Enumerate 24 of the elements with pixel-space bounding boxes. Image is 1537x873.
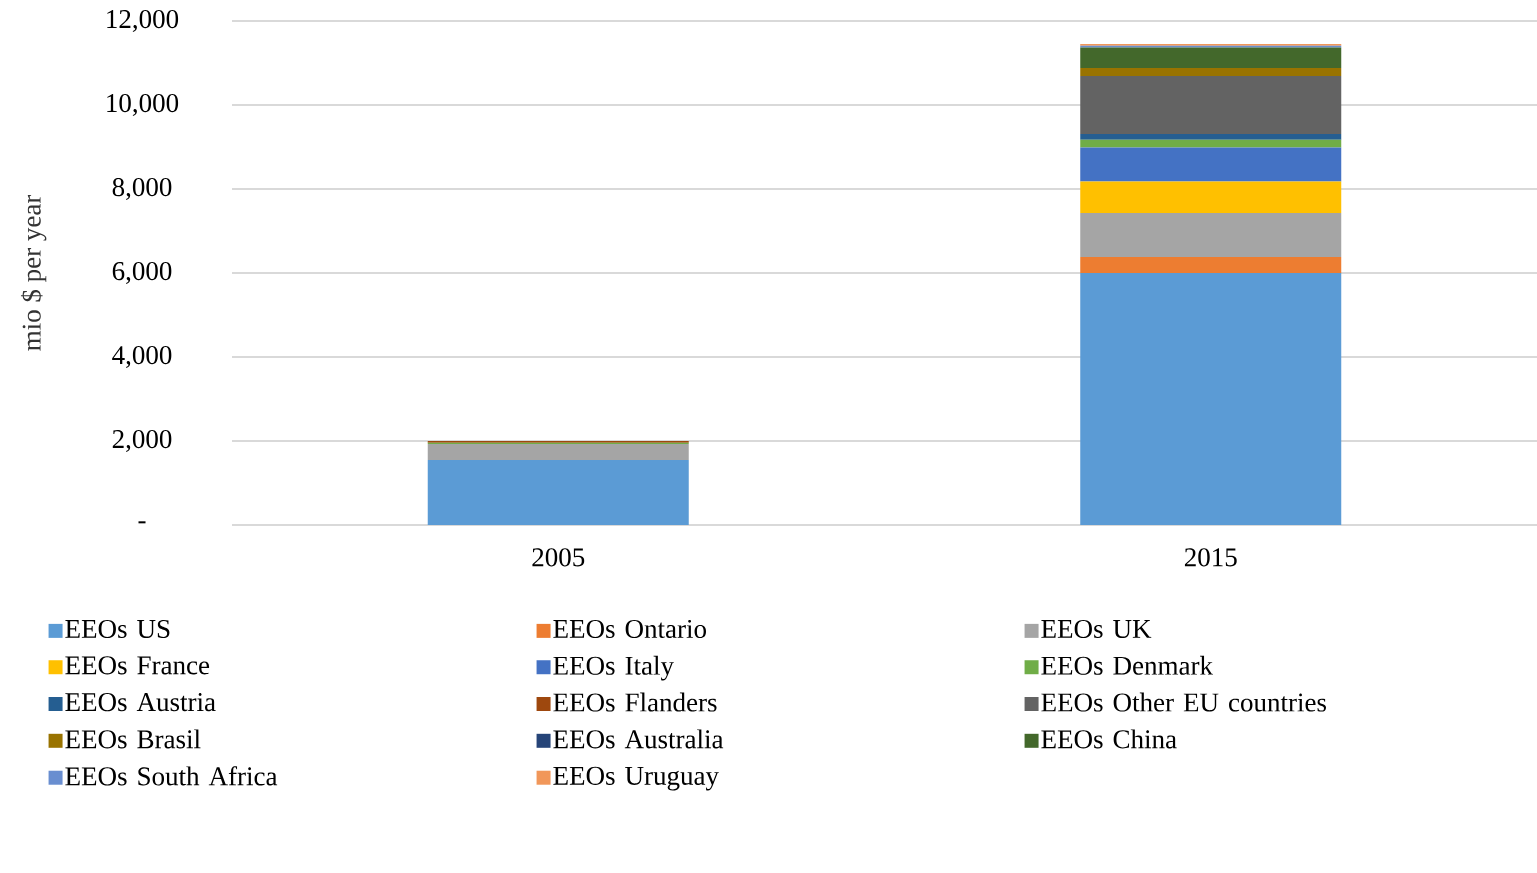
legend-label: EEOs France bbox=[65, 656, 210, 675]
y-tick-label: 12,000 bbox=[107, 9, 179, 33]
y-tick-label: - bbox=[138, 521, 146, 524]
y-tick-label: 6,000 bbox=[112, 261, 172, 285]
y-axis-title: mio $ per year bbox=[20, 194, 47, 351]
legend-label: EEOs UK bbox=[1041, 619, 1152, 639]
legend-label: EEOs Other EU countries bbox=[1041, 692, 1327, 712]
y-tick-label: 10,000 bbox=[107, 93, 179, 117]
x-tick-label: 2015 bbox=[1184, 548, 1237, 567]
legend-label: EEOs Uruguay bbox=[553, 766, 719, 791]
legend-label: EEOs Flanders bbox=[553, 692, 717, 712]
x-tick-label: 2005 bbox=[532, 548, 585, 567]
legend-label: EEOs China bbox=[1041, 729, 1177, 749]
legend-label: EEOs Austria bbox=[65, 693, 216, 712]
legend-label: EEOs South Africa bbox=[65, 766, 278, 786]
legend-label: EEOs Denmark bbox=[1041, 655, 1214, 675]
y-tick-label: 2,000 bbox=[112, 429, 172, 453]
legend-label: EEOs US bbox=[65, 619, 170, 639]
y-tick-label: 4,000 bbox=[112, 345, 172, 369]
legend-label: EEOs Brasil bbox=[65, 729, 201, 749]
legend-label: EEOs Italy bbox=[553, 655, 674, 681]
legend-label: EEOs Australia bbox=[553, 729, 724, 749]
legend-label: EEOs Ontario bbox=[553, 619, 706, 639]
y-tick-label: 8,000 bbox=[112, 177, 172, 201]
